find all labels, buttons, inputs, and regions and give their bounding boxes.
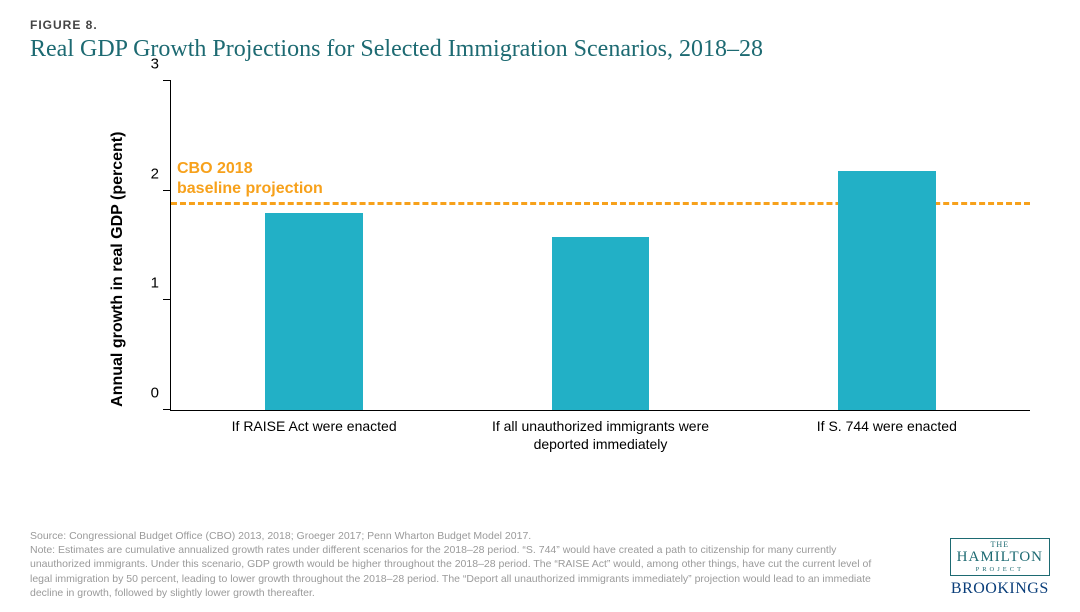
hamilton-logo: THE HAMILTON PROJECT bbox=[950, 538, 1050, 576]
y-tick bbox=[163, 80, 171, 81]
hamilton-name: HAMILTON bbox=[957, 549, 1043, 566]
logo-block: THE HAMILTON PROJECT BROOKINGS bbox=[950, 538, 1050, 598]
baseline-label: CBO 2018baseline projection bbox=[177, 159, 323, 199]
y-axis-title: Annual growth in real GDP (percent) bbox=[109, 132, 127, 407]
figure-label: FIGURE 8. bbox=[30, 18, 1050, 32]
x-tick-label: If all unauthorized immigrants were depo… bbox=[471, 418, 731, 453]
plot-area: 0123CBO 2018baseline projectionIf RAISE … bbox=[170, 81, 1030, 411]
x-tick-label: If RAISE Act were enacted bbox=[184, 418, 444, 436]
y-tick bbox=[163, 190, 171, 191]
brookings-logo: BROOKINGS bbox=[950, 580, 1050, 598]
y-tick-label: 3 bbox=[151, 56, 159, 73]
chart-viewport: Annual growth in real GDP (percent) 0123… bbox=[40, 71, 1040, 471]
bar bbox=[838, 171, 935, 410]
hamilton-project: PROJECT bbox=[957, 566, 1043, 573]
y-tick-label: 0 bbox=[151, 385, 159, 402]
source-line: Source: Congressional Budget Office (CBO… bbox=[30, 529, 880, 543]
chart-title: Real GDP Growth Projections for Selected… bbox=[30, 36, 1050, 63]
bar bbox=[265, 213, 362, 410]
note-line: Note: Estimates are cumulative annualize… bbox=[30, 543, 880, 600]
footer-notes: Source: Congressional Budget Office (CBO… bbox=[30, 529, 880, 600]
bar bbox=[552, 237, 649, 410]
y-tick bbox=[163, 409, 171, 410]
hamilton-the: THE bbox=[957, 541, 1043, 550]
y-tick-label: 1 bbox=[151, 275, 159, 292]
x-tick-label: If S. 744 were enacted bbox=[757, 418, 1017, 436]
y-tick bbox=[163, 299, 171, 300]
y-tick-label: 2 bbox=[151, 165, 159, 182]
